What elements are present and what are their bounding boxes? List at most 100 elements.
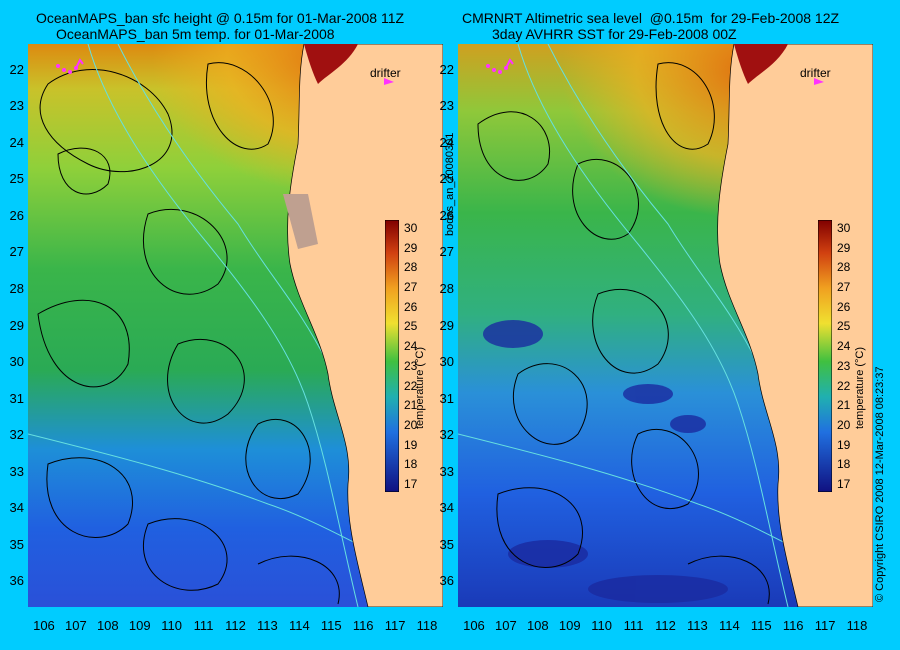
right-lat-tick: 24 [439,134,454,150]
drifter-legend-icon [814,78,824,85]
left-lat-tick: 26 [9,207,24,223]
left-colorbar-tick: 29 [404,240,418,255]
left-lon-tick: 115 [320,618,342,633]
masked-coastal-area [283,194,318,249]
left-lon-tick: 111 [193,618,214,633]
left-lon-tick: 116 [352,618,374,633]
right-lon-tick: 116 [782,618,804,633]
right-lon-tick: 114 [718,618,740,633]
right-lat-tick: 31 [439,390,454,406]
right-drifter-legend-label: drifter [800,66,831,80]
right-colorbar-tick: 24 [837,339,851,354]
land-mass [717,44,873,607]
left-colorbar-tick: 26 [404,299,418,314]
right-lon-tick: 106 [463,618,485,633]
left-title-line1: OceanMAPS_ban sfc height @ 0.15m for 01-… [36,10,405,26]
right-lat-tick: 29 [439,317,454,333]
right-lon-tick: 110 [591,618,612,633]
right-lon-tick: 108 [526,618,549,633]
left-lat-tick: 27 [9,244,24,260]
right-title-line2: 3day AVHRR SST for 29-Feb-2008 00Z [492,26,737,42]
left-colorbar-tick: 20 [404,417,418,432]
left-lon-tick: 118 [416,618,438,633]
left-colorbar-tick: 30 [404,221,418,235]
right-lat-tick: 26 [439,207,454,223]
right-colorbar [818,220,832,492]
right-colorbar-tick: 23 [837,358,851,373]
right-lat-tick: 30 [439,354,454,370]
left-lat-tick: 29 [9,317,24,333]
right-colorbar-tick: 21 [837,398,851,413]
right-colorbar-tick: 29 [837,240,851,255]
left-colorbar-tick: 22 [404,378,418,393]
drifter-legend-icon [384,78,394,85]
right-lon-tick: 115 [750,618,772,633]
left-colorbar-tick: 25 [404,319,418,334]
left-colorbar-tick: 28 [404,260,418,275]
right-lat-tick: 27 [439,244,454,260]
drifter-track [56,58,84,74]
right-lat-tick: 22 [439,61,454,77]
left-lat-tick: 23 [9,98,24,114]
left-drifter-legend-label: drifter [370,66,401,80]
left-lon-tick: 113 [257,618,278,633]
hot-coastal-region [734,44,788,84]
left-colorbar-tick: 19 [404,437,418,452]
right-lat-tick: 25 [439,171,454,187]
left-lon-tick: 107 [65,618,87,633]
copyright-label: © Copyright CSIRO 2008 12-Mar-2008 08:23… [874,366,886,602]
left-lon-tick: 117 [384,618,406,633]
right-lon-tick: 109 [558,618,581,633]
right-lon-tick: 118 [846,618,868,633]
left-map-panel: drifter 30 29 28 27 26 25 24 23 22 21 20 19 18 17 tem… [28,44,443,607]
right-colorbar-tick: 22 [837,378,851,393]
left-sst-map [28,44,443,607]
left-lon-tick: 114 [288,618,310,633]
sea-level-contours [477,62,770,605]
left-colorbar-tick: 21 [404,398,418,413]
left-lat-tick: 31 [9,390,24,406]
right-colorbar-tick: 17 [837,477,851,491]
right-lon-tick: 113 [687,618,708,633]
land-mass [287,44,443,607]
right-colorbar-tick: 19 [837,437,851,452]
left-lat-tick: 35 [9,536,24,552]
right-lat-tick: 23 [439,98,454,114]
right-colorbar-tick: 26 [837,299,851,314]
sea-level-contours [37,62,340,605]
right-colorbar-tick: 18 [837,457,851,472]
hot-coastal-region [304,44,358,84]
right-lon-tick: 117 [814,618,836,633]
left-colorbar-tick: 27 [404,280,418,295]
right-lon-tick: 111 [623,618,644,633]
product-id-label: bodas_an_20080301 [444,132,456,236]
right-colorbar-label: temperature (°C) [854,346,866,429]
right-sst-map [458,44,873,607]
left-lat-tick: 33 [9,463,24,479]
right-lat-tick: 32 [439,427,454,443]
left-lat-tick: 32 [9,427,24,443]
cold-patches [483,320,728,603]
left-lat-tick: 28 [9,280,24,296]
left-colorbar-tick: 18 [404,457,418,472]
right-lat-tick: 36 [439,573,454,589]
right-lat-tick: 35 [439,536,454,552]
right-colorbar-tick: 28 [837,260,851,275]
left-lat-tick: 34 [9,500,24,516]
left-lon-tick: 112 [225,618,246,633]
right-colorbar-tick: 20 [837,417,851,432]
right-lat-tick: 34 [439,500,454,516]
left-colorbar-tick: 23 [404,358,418,373]
left-lat-tick: 24 [9,134,24,150]
right-lon-tick: 112 [655,618,676,633]
left-lon-tick: 110 [161,618,182,633]
left-lat-tick: 22 [9,61,24,77]
left-colorbar-tick: 17 [404,477,418,491]
right-colorbar-tick: 25 [837,319,851,334]
right-lat-tick: 33 [439,463,454,479]
left-colorbar-label: temperature (°C) [414,346,426,429]
left-lon-tick: 108 [96,618,119,633]
right-lon-tick: 107 [495,618,517,633]
drifter-track [486,58,514,74]
left-lon-tick: 106 [33,618,55,633]
